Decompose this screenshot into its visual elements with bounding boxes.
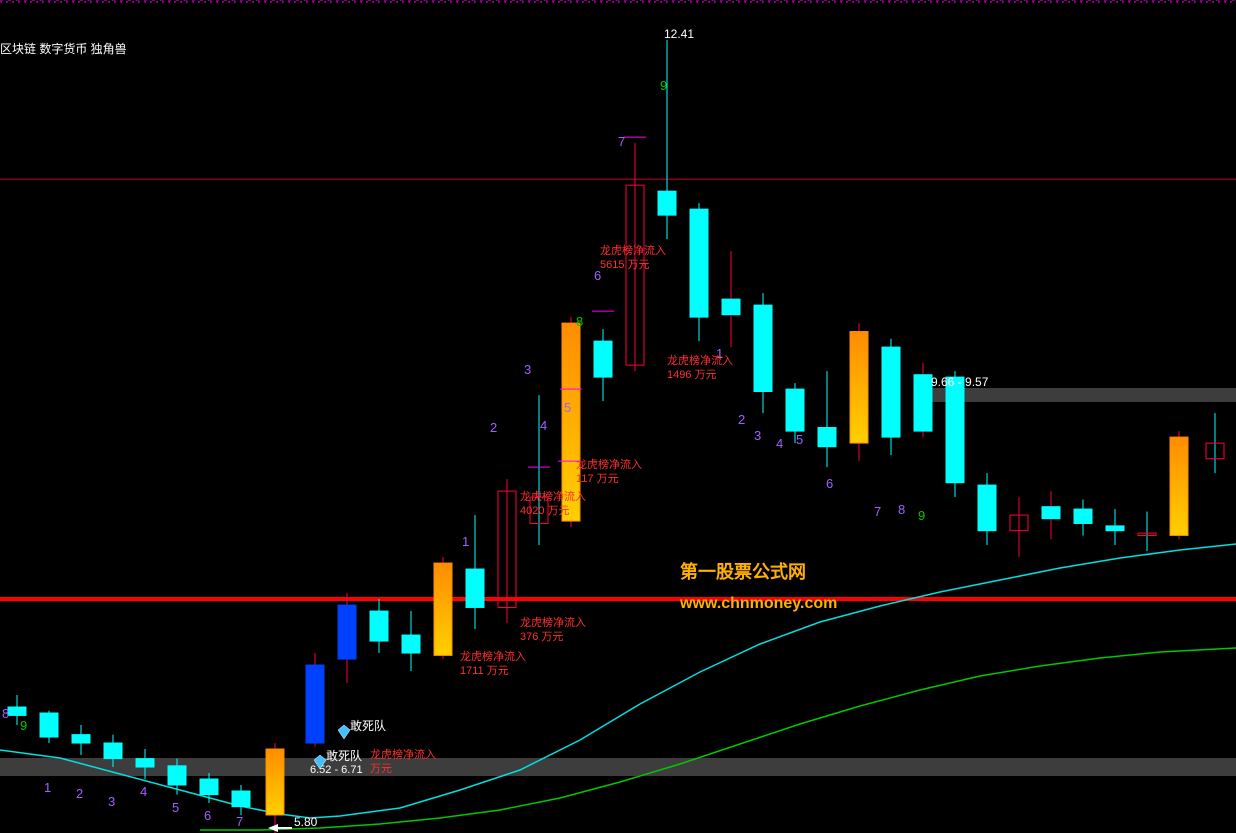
- svg-text:2: 2: [490, 420, 497, 435]
- svg-text:7: 7: [236, 814, 243, 829]
- svg-text:龙虎榜净流入: 龙虎榜净流入: [520, 489, 586, 503]
- svg-text:龙虎榜净流入: 龙虎榜净流入: [520, 615, 586, 629]
- svg-text:敢死队: 敢死队: [326, 748, 362, 763]
- svg-text:5: 5: [796, 432, 803, 447]
- svg-text:龙虎榜净流入: 龙虎榜净流入: [576, 457, 642, 471]
- svg-text:1711 万元: 1711 万元: [460, 665, 509, 677]
- svg-text:第一股票公式网: 第一股票公式网: [680, 561, 806, 582]
- svg-text:8: 8: [576, 314, 583, 329]
- svg-text:4: 4: [776, 436, 783, 451]
- candlestick-chart: 891234567123456789123456789龙虎榜净流入5615 万元…: [0, 0, 1236, 833]
- svg-text:万元: 万元: [370, 763, 392, 775]
- svg-text:6: 6: [826, 476, 833, 491]
- svg-text:龙虎榜净流入: 龙虎榜净流入: [667, 353, 733, 367]
- svg-text:龙虎榜净流入: 龙虎榜净流入: [370, 747, 436, 761]
- svg-text:9.66 - 9.57: 9.66 - 9.57: [931, 375, 989, 389]
- svg-text:5.80: 5.80: [294, 815, 318, 829]
- svg-text:3: 3: [754, 428, 761, 443]
- svg-text:1: 1: [44, 780, 51, 795]
- svg-text:117 万元: 117 万元: [576, 473, 619, 485]
- svg-text:9: 9: [20, 718, 27, 733]
- svg-text:2: 2: [76, 786, 83, 801]
- svg-text:3: 3: [524, 362, 531, 377]
- svg-text:5615 万元: 5615 万元: [600, 259, 650, 271]
- svg-text:5: 5: [172, 800, 179, 815]
- svg-text:9: 9: [660, 78, 667, 93]
- svg-text:3: 3: [108, 794, 115, 809]
- svg-text:4020 万元: 4020 万元: [520, 505, 570, 517]
- svg-text:2: 2: [738, 412, 745, 427]
- svg-text:1496 万元: 1496 万元: [667, 369, 717, 381]
- svg-text:6: 6: [204, 808, 211, 823]
- svg-text:敢死队: 敢死队: [350, 718, 386, 733]
- svg-text:龙虎榜净流入: 龙虎榜净流入: [460, 649, 526, 663]
- svg-text:www.chnmoney.com: www.chnmoney.com: [679, 595, 837, 612]
- svg-text:4: 4: [140, 784, 147, 799]
- svg-text:8: 8: [898, 502, 905, 517]
- svg-text:376 万元: 376 万元: [520, 631, 563, 643]
- svg-text:9: 9: [918, 508, 925, 523]
- svg-text:8: 8: [2, 706, 9, 721]
- svg-text:7: 7: [874, 504, 881, 519]
- svg-text:5: 5: [564, 400, 571, 415]
- svg-text:4: 4: [540, 418, 547, 433]
- svg-text:1: 1: [462, 534, 469, 549]
- svg-text:7: 7: [618, 134, 625, 149]
- svg-text:12.41: 12.41: [664, 27, 694, 41]
- svg-text:龙虎榜净流入: 龙虎榜净流入: [600, 243, 666, 257]
